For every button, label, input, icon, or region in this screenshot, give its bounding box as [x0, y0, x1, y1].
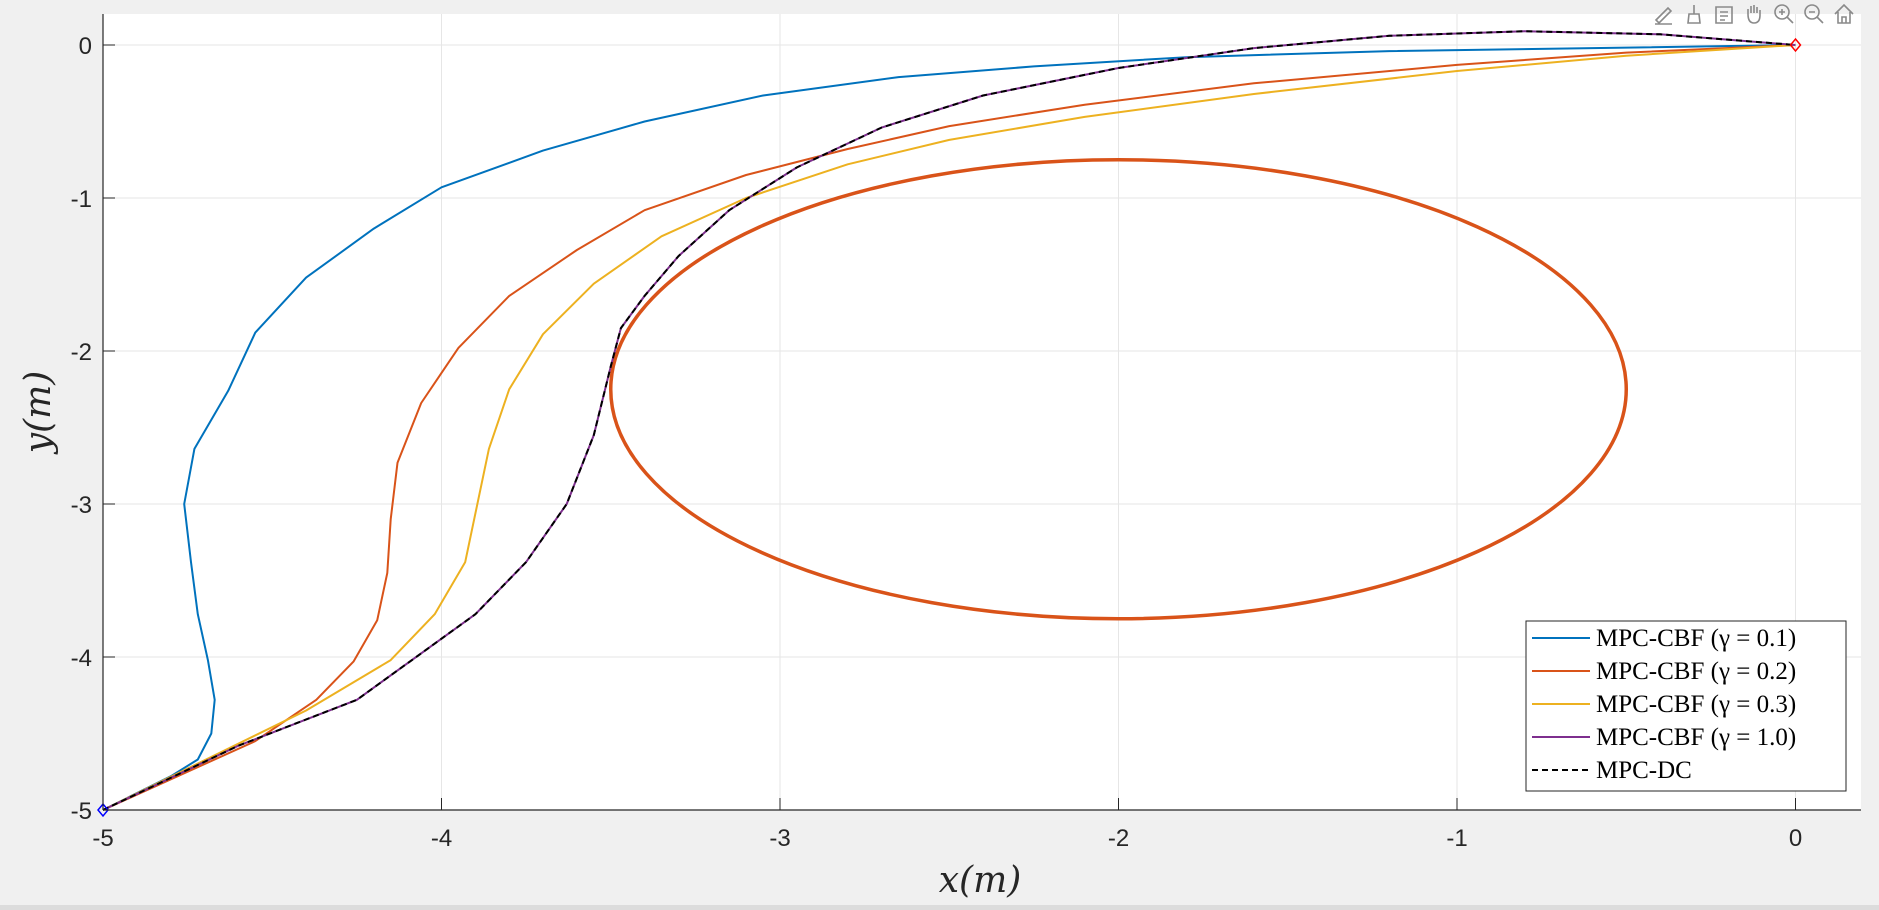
- tick-labels: -5 -4 -3 -2 -1 0 -5 -4 -3 -2 -1 0: [71, 33, 1803, 852]
- obstacle-layer: [609, 158, 1628, 621]
- x-tick-label: -3: [769, 825, 790, 852]
- legend-label-1: MPC-CBF (γ = 0.1): [1596, 625, 1796, 652]
- y-tick-label: -2: [71, 339, 92, 366]
- home-icon[interactable]: [1834, 3, 1854, 24]
- x-tick-label: -4: [431, 825, 452, 852]
- bottom-strip: [0, 905, 1879, 910]
- zoom-out-icon-glyph: [1809, 11, 1824, 24]
- series-line-3: [102, 44, 1796, 811]
- zoom-out-icon-lens: [1804, 4, 1820, 20]
- legend-label-5: MPC-DC: [1596, 757, 1692, 784]
- zoom-in-icon[interactable]: [1774, 4, 1794, 24]
- x-axis-label: x(m): [939, 860, 1022, 901]
- start-marker: [97, 802, 109, 818]
- y-tick-label: 0: [79, 33, 92, 60]
- x-tick-label: -5: [92, 825, 113, 852]
- edit-icon-glyph: [1654, 6, 1673, 25]
- x-tick-label: -2: [1108, 825, 1129, 852]
- home-icon-glyph: [1834, 3, 1854, 24]
- legend-label-2: MPC-CBF (γ = 0.2): [1596, 658, 1796, 685]
- brush-icon-glyph: [1687, 5, 1701, 24]
- x-tick-label: -1: [1446, 825, 1467, 852]
- axes-toolbar: [1654, 3, 1854, 25]
- pan-hand-icon[interactable]: [1747, 5, 1761, 24]
- datatips-icon-glyph: [1715, 6, 1733, 24]
- series-line-1: [102, 44, 1796, 811]
- series-line-5: [102, 30, 1796, 811]
- obstacle-ellipse: [609, 158, 1628, 621]
- x-tick-label: 0: [1789, 825, 1802, 852]
- goal-marker: [1789, 37, 1802, 53]
- series-line-2: [102, 44, 1796, 811]
- y-tick-label: -3: [71, 492, 92, 519]
- legend-label-4: MPC-CBF (γ = 1.0): [1596, 724, 1796, 751]
- legend-box: [1525, 620, 1847, 792]
- axes-frame: [102, 14, 1861, 811]
- y-axis-label: y(m): [18, 371, 59, 456]
- series-layer: [102, 30, 1796, 811]
- y-tick-label: -1: [71, 186, 92, 213]
- zoom-in-icon-lens: [1774, 4, 1790, 20]
- markers-layer: [97, 37, 1802, 818]
- y-tick-label: -5: [71, 798, 92, 825]
- datatips-icon[interactable]: [1715, 6, 1733, 24]
- zoom-in-icon-glyph: [1779, 9, 1794, 24]
- y-tick-label: -4: [71, 645, 92, 672]
- legend[interactable]: MPC-CBF (γ = 0.1) MPC-CBF (γ = 0.2) MPC-CB…: [1525, 620, 1847, 792]
- edit-icon[interactable]: [1654, 6, 1673, 25]
- legend-label-3: MPC-CBF (γ = 0.3): [1596, 691, 1796, 718]
- pan-hand-icon-glyph: [1747, 5, 1761, 24]
- brush-icon[interactable]: [1687, 5, 1701, 24]
- zoom-out-icon[interactable]: [1804, 4, 1824, 24]
